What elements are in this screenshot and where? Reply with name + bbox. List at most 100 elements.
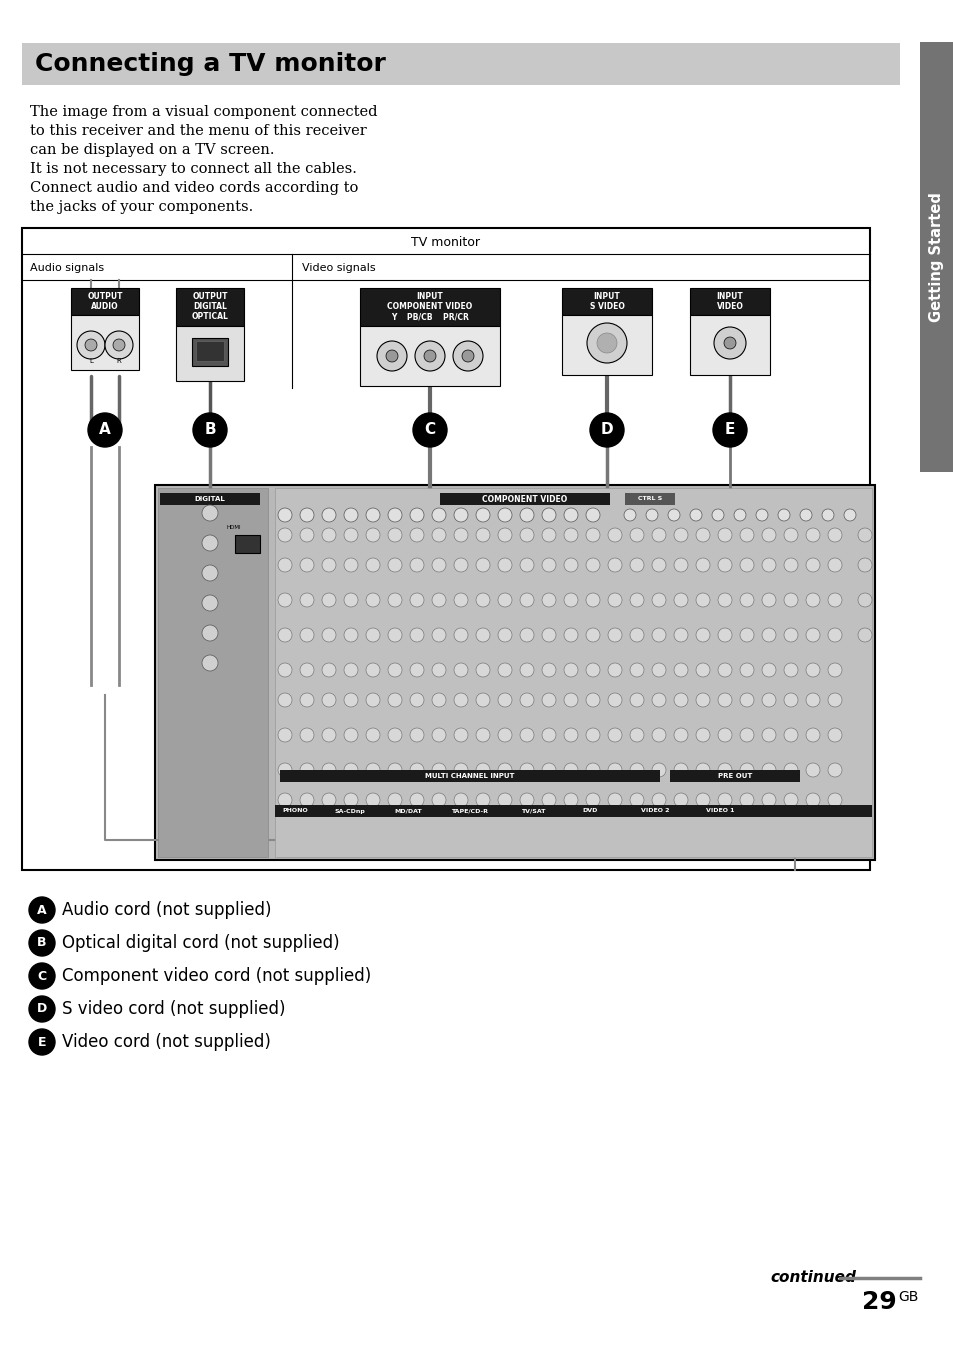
- Bar: [359, 288, 499, 326]
- Circle shape: [277, 529, 292, 542]
- Text: OPTICAL: OPTICAL: [192, 312, 228, 320]
- Circle shape: [673, 662, 687, 677]
- Circle shape: [366, 594, 379, 607]
- Circle shape: [476, 662, 490, 677]
- Circle shape: [718, 558, 731, 572]
- Circle shape: [344, 594, 357, 607]
- Text: DVD: DVD: [581, 808, 598, 814]
- Text: to this receiver and the menu of this receiver: to this receiver and the menu of this re…: [30, 124, 366, 138]
- Circle shape: [202, 535, 218, 552]
- Circle shape: [696, 694, 709, 707]
- Circle shape: [366, 508, 379, 522]
- Circle shape: [827, 694, 841, 707]
- Circle shape: [322, 794, 335, 807]
- Text: E: E: [38, 1036, 46, 1049]
- Text: R: R: [116, 358, 121, 364]
- Circle shape: [761, 662, 775, 677]
- Circle shape: [476, 794, 490, 807]
- Text: can be displayed on a TV screen.: can be displayed on a TV screen.: [30, 143, 274, 157]
- Circle shape: [740, 794, 753, 807]
- Circle shape: [827, 727, 841, 742]
- Circle shape: [388, 794, 401, 807]
- Circle shape: [585, 794, 599, 807]
- Circle shape: [344, 662, 357, 677]
- Circle shape: [112, 339, 125, 352]
- Circle shape: [299, 558, 314, 572]
- Circle shape: [607, 627, 621, 642]
- Text: MD/DAT: MD/DAT: [394, 808, 421, 814]
- Circle shape: [432, 558, 446, 572]
- Circle shape: [718, 529, 731, 542]
- Circle shape: [761, 627, 775, 642]
- Circle shape: [673, 529, 687, 542]
- Circle shape: [519, 727, 534, 742]
- Circle shape: [607, 594, 621, 607]
- Circle shape: [607, 662, 621, 677]
- Circle shape: [432, 727, 446, 742]
- Circle shape: [629, 794, 643, 807]
- Circle shape: [857, 594, 871, 607]
- Circle shape: [761, 727, 775, 742]
- Circle shape: [454, 694, 468, 707]
- Circle shape: [322, 662, 335, 677]
- Bar: [919, 42, 953, 472]
- Circle shape: [629, 763, 643, 777]
- Circle shape: [718, 662, 731, 677]
- Circle shape: [322, 627, 335, 642]
- Circle shape: [761, 529, 775, 542]
- Circle shape: [105, 331, 132, 360]
- Text: TV monitor: TV monitor: [411, 235, 480, 249]
- Circle shape: [454, 627, 468, 642]
- Circle shape: [415, 341, 444, 370]
- Circle shape: [410, 794, 423, 807]
- Circle shape: [344, 529, 357, 542]
- Circle shape: [454, 529, 468, 542]
- Circle shape: [366, 529, 379, 542]
- Circle shape: [299, 763, 314, 777]
- Bar: [175, 288, 244, 326]
- Bar: [22, 228, 869, 869]
- Circle shape: [541, 794, 556, 807]
- Circle shape: [453, 341, 482, 370]
- Circle shape: [563, 529, 578, 542]
- Circle shape: [673, 727, 687, 742]
- Text: B: B: [204, 422, 215, 438]
- Circle shape: [689, 508, 701, 521]
- Circle shape: [376, 341, 407, 370]
- Text: VIDEO 2: VIDEO 2: [640, 808, 669, 814]
- Text: D: D: [37, 1002, 47, 1015]
- Circle shape: [388, 529, 401, 542]
- Circle shape: [461, 350, 474, 362]
- Circle shape: [322, 594, 335, 607]
- Circle shape: [366, 627, 379, 642]
- Circle shape: [277, 794, 292, 807]
- Text: Component video cord (not supplied): Component video cord (not supplied): [62, 967, 371, 986]
- Circle shape: [586, 323, 626, 362]
- Circle shape: [740, 529, 753, 542]
- Circle shape: [585, 508, 599, 522]
- Circle shape: [563, 763, 578, 777]
- Circle shape: [299, 794, 314, 807]
- Circle shape: [202, 595, 218, 611]
- Circle shape: [277, 694, 292, 707]
- Circle shape: [563, 558, 578, 572]
- Circle shape: [673, 558, 687, 572]
- Circle shape: [783, 763, 797, 777]
- Circle shape: [299, 662, 314, 677]
- Circle shape: [277, 727, 292, 742]
- Circle shape: [857, 627, 871, 642]
- Circle shape: [711, 508, 723, 521]
- Circle shape: [651, 558, 665, 572]
- Circle shape: [497, 662, 512, 677]
- Circle shape: [497, 508, 512, 522]
- Text: A: A: [37, 903, 47, 917]
- Circle shape: [783, 558, 797, 572]
- Bar: [195, 341, 224, 361]
- Circle shape: [805, 662, 820, 677]
- Circle shape: [629, 529, 643, 542]
- Circle shape: [629, 694, 643, 707]
- Circle shape: [299, 508, 314, 522]
- Circle shape: [667, 508, 679, 521]
- Circle shape: [541, 594, 556, 607]
- Circle shape: [783, 662, 797, 677]
